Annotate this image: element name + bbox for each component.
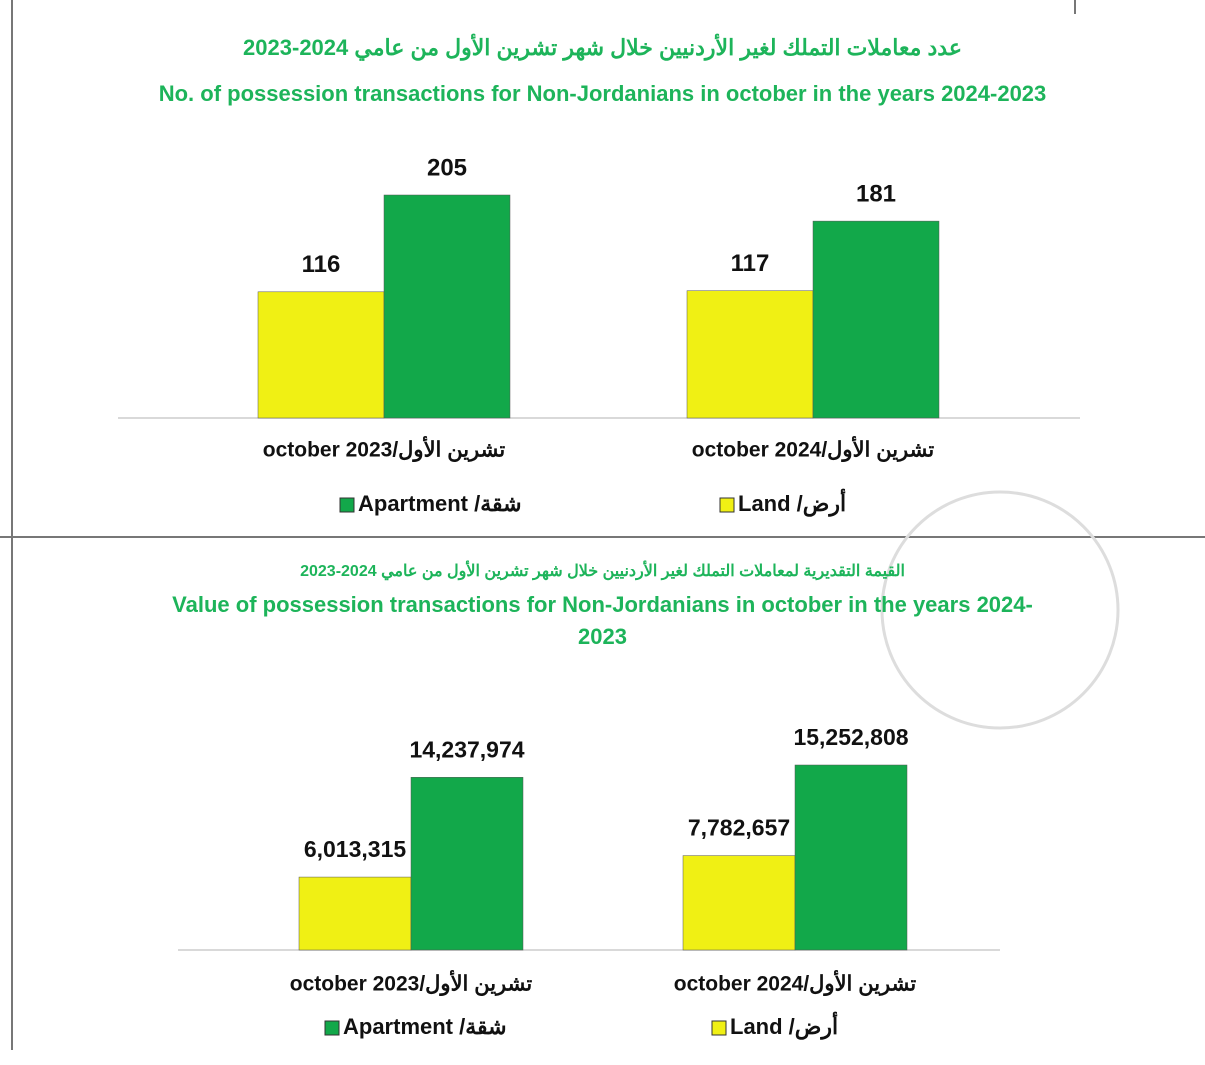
data-label: 205 bbox=[427, 154, 467, 181]
legend-label: Land /أرض bbox=[730, 1011, 838, 1040]
legend-swatch bbox=[339, 497, 355, 513]
bar bbox=[794, 764, 908, 951]
legend-swatch bbox=[324, 1020, 340, 1036]
watermark bbox=[880, 490, 1120, 730]
x-tick-label: october 2023/تشرين الأول bbox=[290, 970, 533, 997]
bar bbox=[686, 290, 814, 419]
bar bbox=[410, 777, 524, 951]
data-label: 117 bbox=[731, 250, 770, 277]
chart-title: عدد معاملات التملك لغير الأردنيين خلال ش… bbox=[243, 35, 962, 60]
legend-swatch bbox=[719, 497, 735, 513]
chart-subtitle: No. of possession transactions for Non-J… bbox=[158, 81, 1047, 106]
legend-swatch bbox=[711, 1020, 727, 1036]
legend-label: Land /أرض bbox=[738, 488, 846, 517]
chart-title: القيمة التقديرية لمعاملات التملك لغير ال… bbox=[300, 563, 905, 580]
x-tick-label: october 2024/تشرين الأول bbox=[692, 436, 935, 463]
bar bbox=[383, 194, 511, 419]
data-label: 6,013,315 bbox=[304, 836, 407, 862]
bar bbox=[682, 855, 796, 951]
data-label: 7,782,657 bbox=[688, 815, 790, 841]
data-label: 14,237,974 bbox=[409, 736, 524, 762]
data-label: 15,252,808 bbox=[793, 724, 908, 750]
legend-label: Apartment /شقة bbox=[358, 491, 522, 516]
data-label: 116 bbox=[302, 251, 341, 278]
legend-label: Apartment /شقة bbox=[343, 1014, 507, 1039]
x-tick-label: october 2024/تشرين الأول bbox=[674, 970, 917, 997]
chart-subtitle: Value of possession transactions for Non… bbox=[172, 592, 1033, 649]
bar bbox=[298, 876, 412, 951]
data-label: 181 bbox=[856, 180, 896, 207]
x-tick-label: october 2023/تشرين الأول bbox=[263, 436, 506, 463]
bar bbox=[812, 220, 940, 419]
bar bbox=[257, 291, 385, 419]
